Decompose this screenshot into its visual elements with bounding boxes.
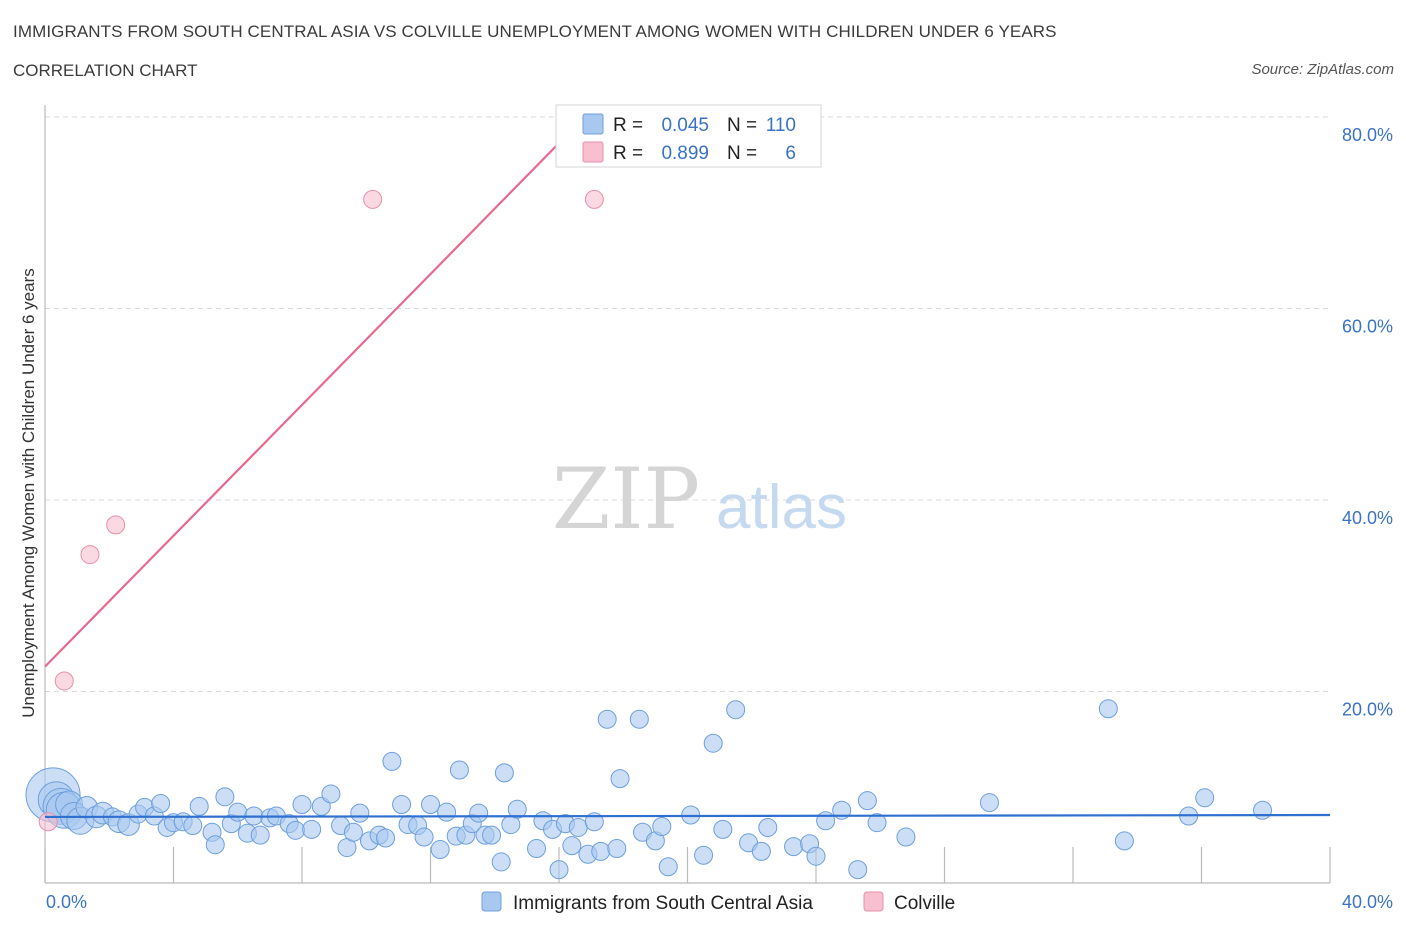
point-immigrants xyxy=(629,709,649,729)
point-immigrants xyxy=(494,763,514,783)
point-immigrants xyxy=(189,796,209,816)
point-immigrants xyxy=(562,836,582,856)
point-immigrants xyxy=(491,852,511,872)
point-colville xyxy=(38,812,58,832)
x-tick-labels: 0.0% 40.0% xyxy=(46,892,1393,912)
x-tick-label-min: 0.0% xyxy=(46,892,87,912)
axes xyxy=(44,105,1331,884)
point-immigrants xyxy=(421,794,440,814)
point-immigrants xyxy=(652,817,672,837)
point-immigrants xyxy=(857,791,877,811)
point-immigrants xyxy=(392,794,412,814)
point-immigrants xyxy=(151,794,171,814)
series-legend: Immigrants from South Central Asia Colvi… xyxy=(481,891,955,914)
point-immigrants xyxy=(527,839,547,859)
y-tick-label: 80.0% xyxy=(1342,125,1393,145)
data-points xyxy=(25,189,1273,880)
legend-swatch-pink xyxy=(582,141,604,163)
point-immigrants xyxy=(979,793,999,813)
point-immigrants xyxy=(610,769,630,789)
point-immigrants xyxy=(607,839,627,859)
watermark-zip: ZIP xyxy=(552,450,700,548)
y-tick-label: 60.0% xyxy=(1342,317,1393,337)
legend-n-value: 6 xyxy=(785,143,796,164)
point-immigrants xyxy=(205,835,225,855)
point-immigrants xyxy=(896,827,916,847)
point-colville xyxy=(54,671,74,691)
point-immigrants xyxy=(286,820,306,840)
point-immigrants xyxy=(549,860,569,880)
point-immigrants xyxy=(449,760,469,780)
point-immigrants xyxy=(292,794,312,814)
point-immigrants xyxy=(382,751,402,771)
chart-title: IMMIGRANTS FROM SOUTH CENTRAL ASIA VS CO… xyxy=(13,22,1057,41)
point-immigrants xyxy=(591,841,611,861)
grid-lines xyxy=(45,116,1330,692)
x-tick-label-max: 40.0% xyxy=(1342,892,1393,912)
point-immigrants xyxy=(321,784,341,804)
point-immigrants xyxy=(816,811,836,831)
trend-lines xyxy=(44,116,1331,819)
source-credit: Source: ZipAtlas.com xyxy=(1251,61,1394,78)
point-immigrants xyxy=(228,802,248,822)
legend-swatch-pink xyxy=(863,891,884,912)
legend-r-value: 0.045 xyxy=(661,115,709,136)
chart-subtitle: CORRELATION CHART xyxy=(13,61,198,80)
point-immigrants xyxy=(183,816,203,836)
point-colville xyxy=(80,545,100,565)
point-immigrants xyxy=(758,817,778,837)
point-immigrants xyxy=(482,825,502,845)
legend-r-value: 0.899 xyxy=(661,143,709,164)
watermark-atlas: atlas xyxy=(716,473,847,542)
point-immigrants xyxy=(507,799,527,819)
legend-swatch-blue xyxy=(481,891,502,912)
point-immigrants xyxy=(376,828,396,848)
point-immigrants xyxy=(848,860,868,880)
trend-line-colville xyxy=(44,116,586,668)
point-immigrants xyxy=(250,825,270,845)
y-tick-label: 40.0% xyxy=(1342,508,1393,528)
legend-n-value: 110 xyxy=(766,115,796,136)
point-immigrants xyxy=(658,857,678,877)
point-immigrants xyxy=(726,700,746,720)
y-axis-label: Unemployment Among Women with Children U… xyxy=(19,268,38,717)
legend-r-label: R = xyxy=(613,143,643,164)
legend-n-label: N = xyxy=(727,115,757,136)
point-immigrants xyxy=(1253,800,1273,820)
y-tick-label: 20.0% xyxy=(1342,700,1393,720)
trend-line-immigrants xyxy=(44,813,1331,819)
point-colville xyxy=(584,189,604,209)
point-colville xyxy=(363,189,383,209)
point-immigrants xyxy=(1114,831,1134,851)
point-immigrants xyxy=(215,787,235,807)
point-immigrants xyxy=(694,845,714,865)
point-immigrants xyxy=(784,837,804,857)
legend-label-immigrants: Immigrants from South Central Asia xyxy=(513,893,813,914)
legend-label-colville: Colville xyxy=(894,893,955,914)
legend-swatch-blue xyxy=(582,113,604,135)
point-immigrants xyxy=(414,827,434,847)
point-immigrants xyxy=(302,819,322,839)
point-colville xyxy=(106,515,126,535)
point-immigrants xyxy=(703,733,723,753)
point-immigrants xyxy=(806,846,826,866)
point-immigrants xyxy=(568,817,588,837)
point-immigrants xyxy=(597,709,617,729)
correlation-legend: R = 0.045 N = 110 R = 0.899 N = 6 xyxy=(555,104,822,168)
y-tick-labels: 20.0% 40.0% 60.0% 80.0% xyxy=(1342,125,1393,720)
point-immigrants xyxy=(1195,788,1215,808)
point-immigrants xyxy=(343,822,363,842)
point-immigrants xyxy=(713,819,733,839)
legend-n-label: N = xyxy=(727,143,757,164)
point-immigrants xyxy=(751,841,771,861)
point-immigrants xyxy=(469,803,489,823)
point-immigrants xyxy=(437,802,457,822)
point-immigrants xyxy=(350,803,370,823)
legend-r-label: R = xyxy=(613,115,643,136)
point-immigrants xyxy=(867,813,887,833)
point-immigrants xyxy=(430,839,450,859)
watermark: ZIP atlas xyxy=(552,450,847,548)
point-immigrants xyxy=(1098,699,1118,719)
